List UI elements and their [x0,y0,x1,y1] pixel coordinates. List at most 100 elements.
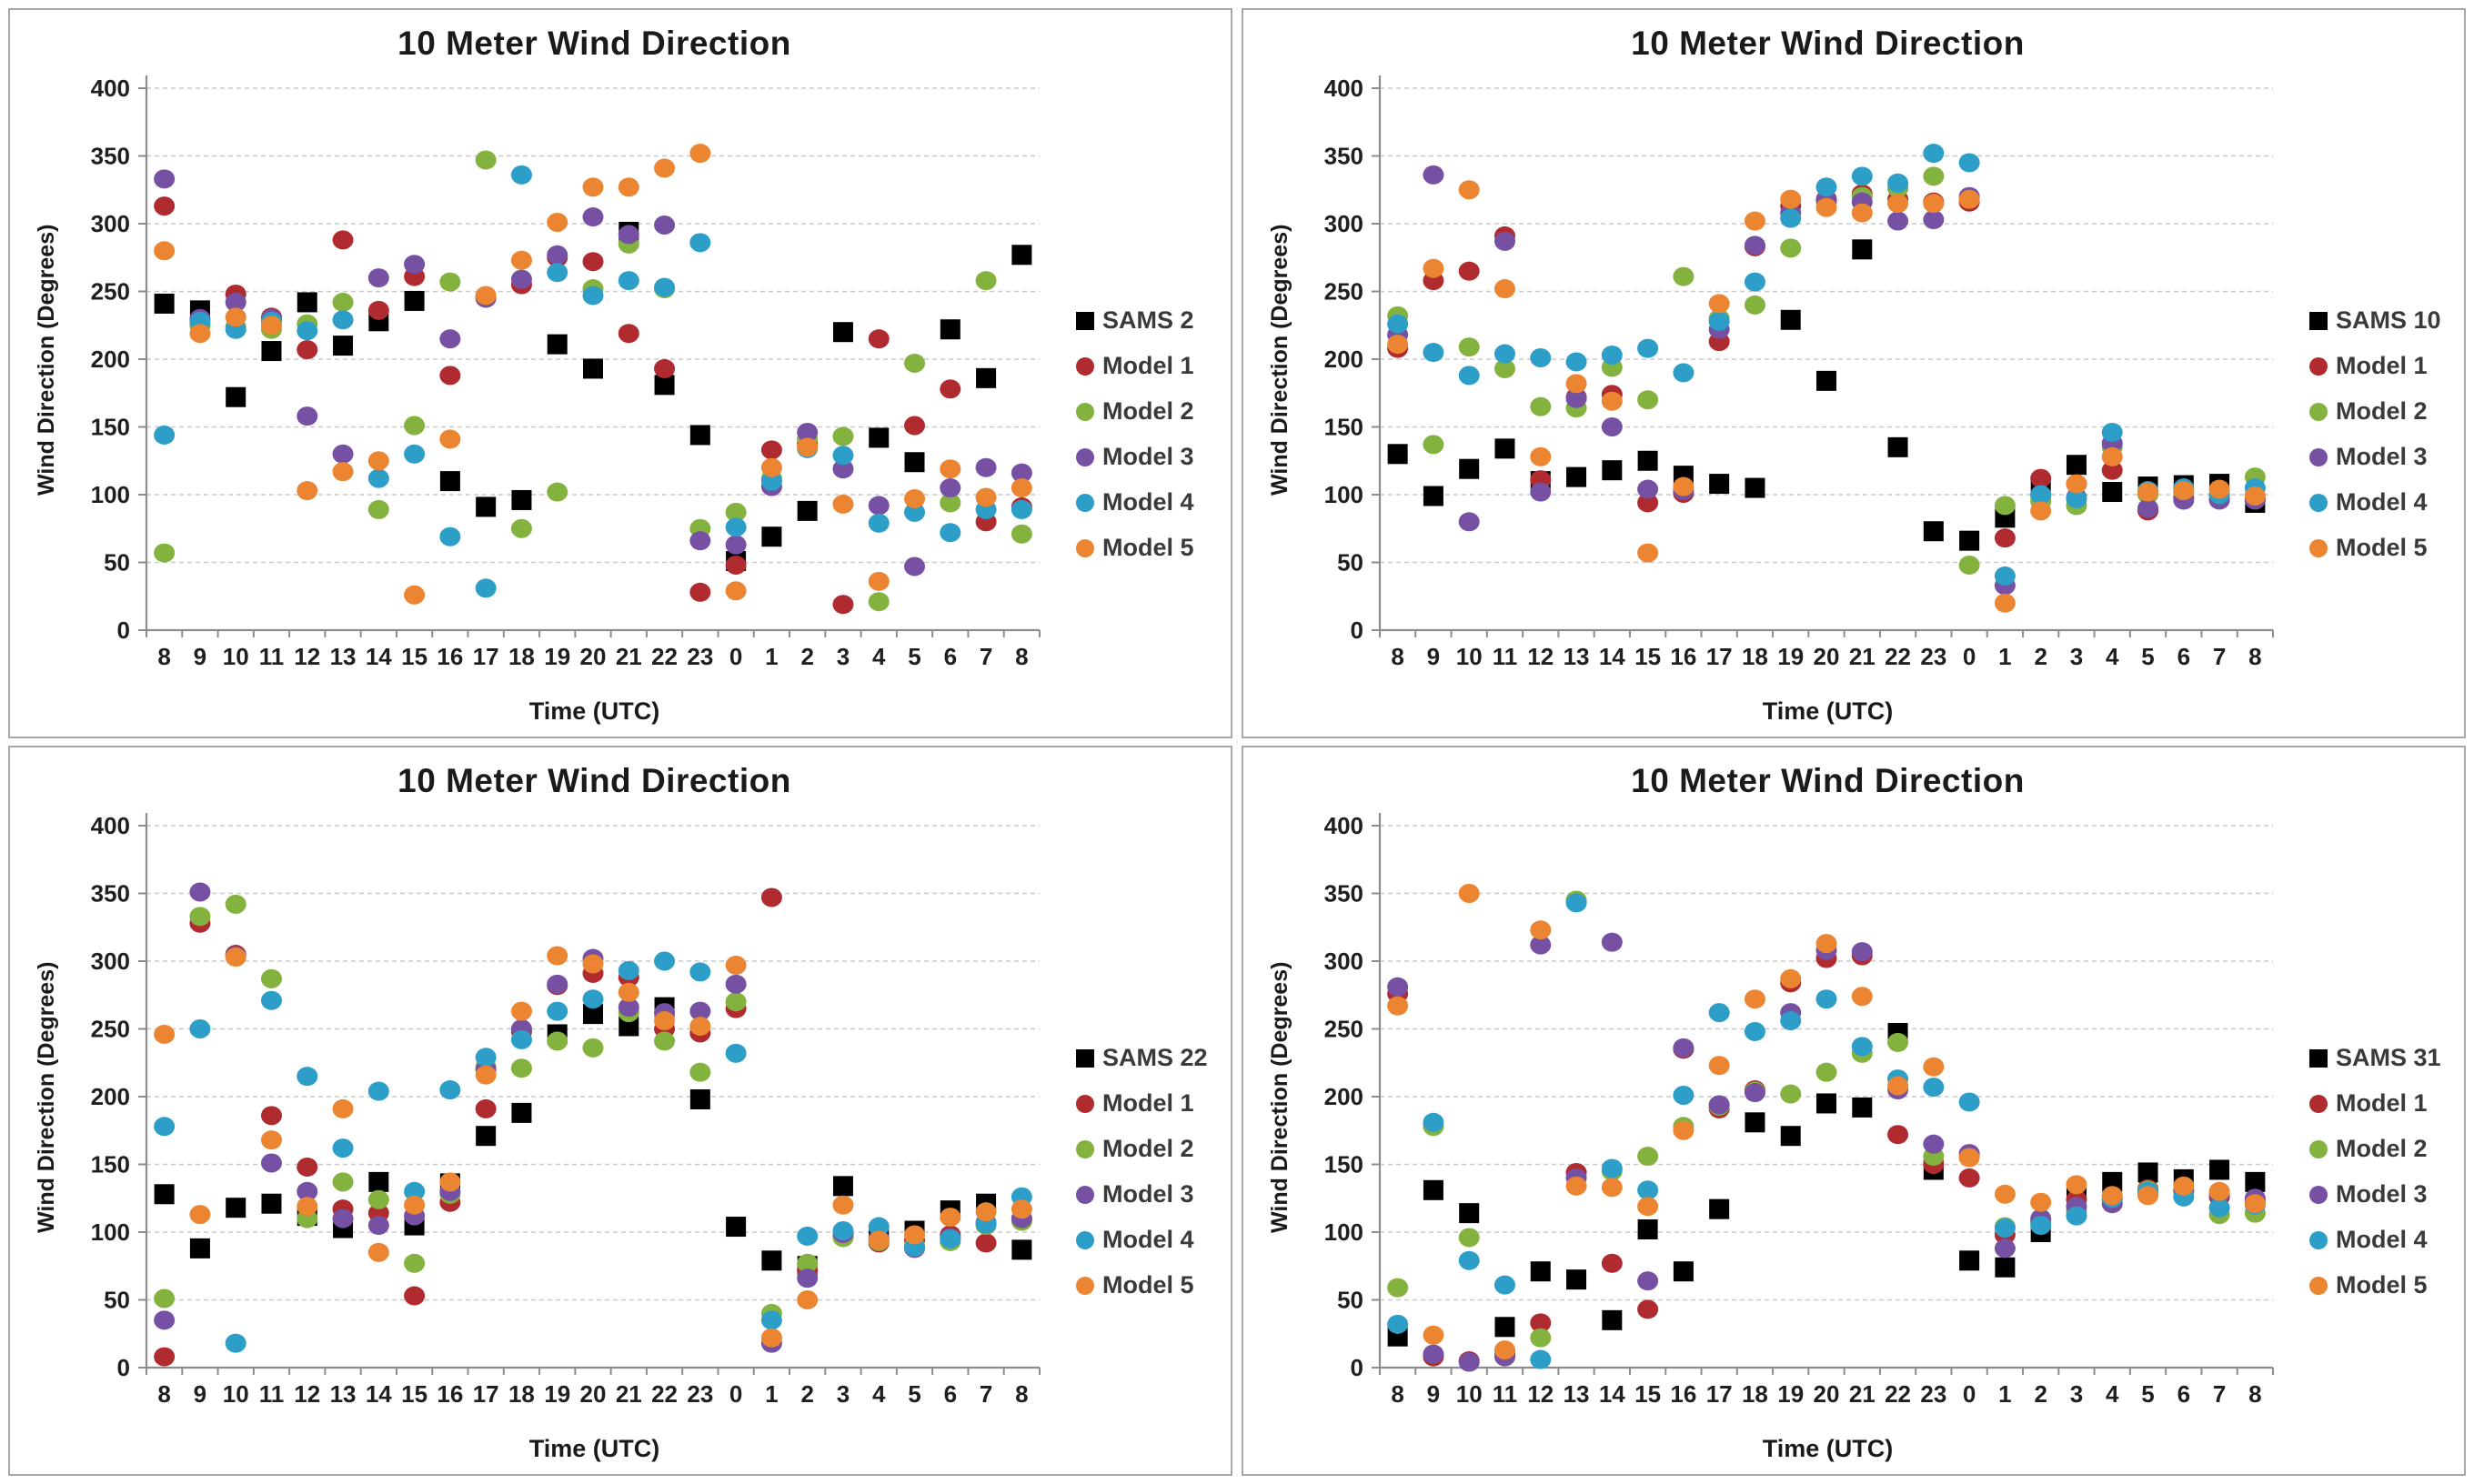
x-tick-label: 20 [1814,1380,1840,1408]
legend-item: Model 4 [2309,488,2441,516]
legend-label: Model 4 [1102,1226,1194,1253]
data-point-square [726,1217,747,1238]
data-point-circle [940,478,961,498]
legend-label: Model 4 [2336,1226,2428,1253]
legend-label: Model 5 [1102,1271,1194,1298]
data-point-square [2137,1162,2158,1183]
data-point-circle [1815,989,1837,1009]
chart-panel-sams2: 10 Meter Wind Direction Wind Direction (… [8,8,1232,738]
data-point-circle [1493,231,1515,251]
y-tick-label: 400 [91,75,130,102]
data-point-circle [1011,499,1032,519]
data-point-circle [1923,144,1945,164]
legend-item: Model 2 [1076,397,1194,426]
data-point-circle [1780,968,1802,988]
data-point-circle [975,1202,997,1222]
data-point-square [1530,1261,1551,1282]
x-tick-label: 1 [765,643,778,670]
data-point-circle [1744,236,1765,256]
x-tick-label: 1 [1998,643,2011,670]
data-point-circle [1530,1313,1552,1333]
data-point-circle [1887,173,1909,193]
data-point-circle [547,482,568,502]
data-point-circle [1637,1299,1659,1319]
data-point-circle [725,517,747,537]
data-point-square [2245,1171,2266,1192]
data-point-circle [1851,203,1873,223]
data-point-circle [975,487,997,507]
x-tick-label: 6 [944,1380,957,1408]
data-point-circle [1493,279,1515,299]
data-point-circle [1530,348,1552,368]
data-point-circle [582,989,604,1009]
data-point-circle [1387,1278,1409,1298]
data-point-circle [1565,893,1587,913]
chart-panel-sams22: 10 Meter Wind Direction Wind Direction (… [8,746,1232,1476]
data-point-circle [760,1328,782,1348]
data-point-circle [1601,417,1623,436]
data-point-circle [297,1197,318,1217]
data-point-circle [1958,555,1980,575]
data-point-circle [2208,1181,2230,1201]
x-tick-label: 10 [223,1380,249,1408]
data-point-square [226,386,246,407]
legend-item: Model 1 [1076,352,1194,380]
data-point-square [869,427,890,448]
data-point-circle [797,1253,819,1273]
x-tick-label: 11 [1493,1380,1518,1408]
data-point-circle [832,595,854,615]
data-point-circle [689,1017,711,1037]
data-point-circle [2244,486,2266,506]
data-point-circle [2101,422,2123,442]
x-tick-label: 20 [580,643,607,670]
data-point-circle [1530,1328,1552,1348]
x-tick-label: 17 [473,1380,499,1408]
data-point-circle [2066,474,2087,494]
legend-label: Model 2 [1102,1135,1194,1162]
data-point-circle [1708,294,1730,314]
x-tick-label: 0 [1963,1380,1976,1408]
x-tick-label: 14 [1599,643,1625,670]
data-point-circle [940,379,961,399]
data-point-square [2102,1171,2123,1192]
data-point-square [1011,1239,1032,1260]
data-point-circle [510,1001,532,1021]
data-point-circle [475,1048,497,1068]
data-point-circle [475,578,497,598]
data-point-circle [1565,1176,1587,1196]
data-point-square [1673,1261,1694,1282]
data-point-circle [1458,884,1480,903]
data-point-square [832,322,853,343]
data-point-circle [868,571,890,591]
data-point-circle [260,316,282,336]
data-point-circle [618,177,639,197]
data-point-circle [2101,460,2123,480]
data-point-square [1709,474,1730,495]
legend-item: Model 4 [1076,1226,1208,1254]
data-point-circle [654,215,676,235]
legend-label: Model 1 [2336,1089,2428,1117]
data-point-circle [332,230,354,250]
data-point-circle [1673,476,1695,496]
data-point-circle [547,974,568,994]
data-point-circle [154,543,176,563]
data-point-circle [1673,363,1695,383]
data-point-circle [582,1038,604,1058]
data-point-circle [1565,374,1587,394]
x-tick-label: 3 [2070,1380,2083,1408]
data-point-circle [225,292,246,312]
y-tick-label: 250 [1324,1016,1363,1043]
x-tick-label: 19 [1777,643,1804,670]
data-point-circle [2030,1192,2052,1212]
x-tick-label: 13 [1564,1380,1590,1408]
legend-item: SAMS 2 [1076,306,1194,335]
data-point-circle [2030,501,2052,521]
y-tick-label: 100 [1324,1218,1363,1246]
y-tick-label: 350 [1324,143,1363,170]
x-tick-label: 8 [1391,643,1403,670]
data-point-circle [760,457,782,477]
legend-item: Model 1 [2309,352,2441,380]
data-point-circle [1708,1003,1730,1023]
x-tick-label: 11 [1493,643,1518,670]
data-point-circle [1815,934,1837,954]
